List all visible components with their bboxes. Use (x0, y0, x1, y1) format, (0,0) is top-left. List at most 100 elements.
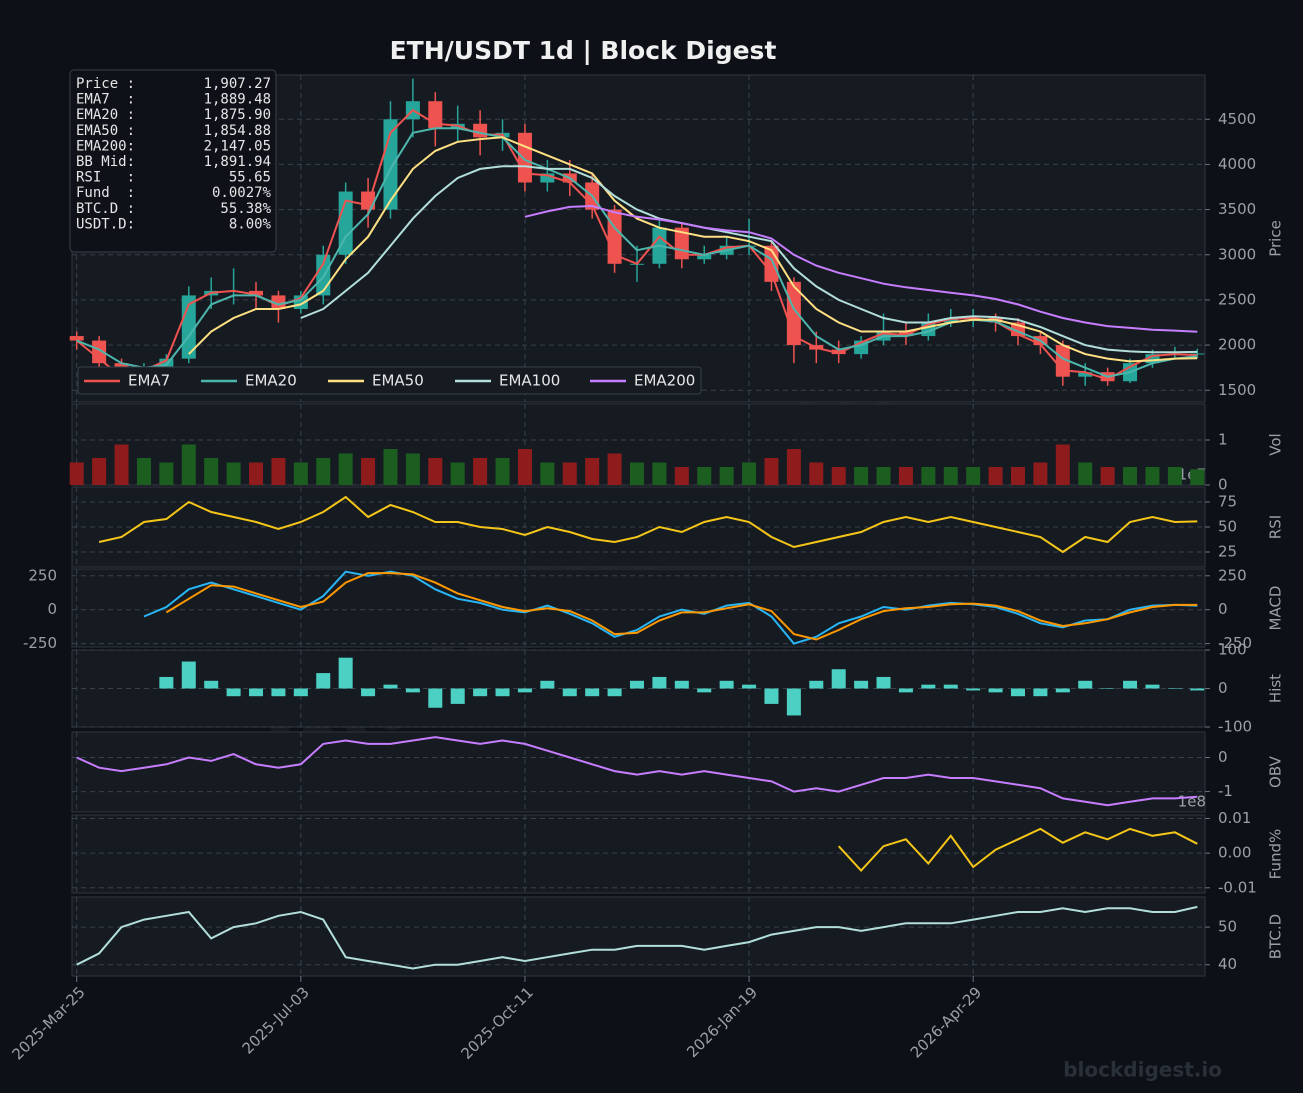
bar (1100, 467, 1115, 485)
bar (988, 467, 1003, 485)
bar (204, 680, 219, 689)
axis-offset: 1e8 (1178, 793, 1206, 811)
info-label: Fund : (76, 185, 135, 201)
bar (674, 680, 689, 689)
y-axis-label: RSI (1267, 515, 1285, 539)
series-line (98, 495, 1198, 554)
bar (450, 688, 465, 704)
bar (697, 688, 712, 693)
series-line (165, 572, 1198, 641)
bar (764, 458, 779, 485)
series-line (300, 165, 1198, 354)
y-tick-label: 4000 (1218, 155, 1256, 173)
y-tick-label: 4500 (1218, 110, 1256, 128)
bar (316, 673, 331, 689)
chart-title: ETH/USDT 1d | Block Digest (390, 36, 777, 65)
bar (966, 467, 981, 485)
bar (204, 458, 219, 485)
bar (271, 458, 286, 485)
series-line (143, 570, 1198, 645)
series-line (837, 827, 1198, 872)
bar (517, 449, 532, 485)
legend-box (77, 366, 702, 395)
bar (1033, 688, 1048, 697)
legend-label: EMA100 (499, 372, 560, 390)
bar (383, 449, 398, 485)
bar (966, 688, 981, 691)
bar (114, 444, 129, 485)
y-tick-label: 0 (1218, 748, 1228, 766)
candle-body (69, 336, 84, 341)
bar (1078, 680, 1093, 689)
bar (831, 467, 846, 485)
bar (405, 453, 420, 485)
legend-label: EMA200 (634, 372, 695, 390)
y-axis-label: OBV (1267, 755, 1285, 788)
bar (1145, 684, 1160, 689)
series-line (76, 905, 1198, 970)
bar (1167, 688, 1182, 689)
bar (361, 688, 376, 697)
y-tick-label: 3000 (1218, 245, 1256, 263)
bar (226, 688, 241, 697)
y-tick-label: -1 (1218, 782, 1233, 800)
bar (159, 676, 174, 689)
y-tick-label: 3500 (1218, 200, 1256, 218)
candle-body (697, 254, 712, 260)
bar (338, 453, 353, 485)
bar (831, 669, 846, 689)
bar (181, 661, 196, 689)
y-axis-label: Vol (1267, 433, 1285, 455)
candle-body (540, 173, 555, 183)
series-line (188, 136, 1198, 363)
legend-label: EMA7 (128, 372, 170, 390)
y-axis-label: MACD (1267, 586, 1285, 631)
bar (1123, 680, 1138, 689)
info-label: USDT.D: (76, 216, 135, 232)
y-tick-label-left: -250 (23, 634, 57, 652)
bar (540, 462, 555, 485)
candle-body (338, 191, 353, 255)
bar (719, 680, 734, 689)
bar (562, 462, 577, 485)
y-tick-label: 75 (1218, 493, 1237, 511)
y-tick-label: 0 (1218, 600, 1228, 618)
bar (764, 688, 779, 704)
info-label: Price : (76, 76, 135, 92)
panel (71, 896, 1206, 977)
bar (674, 467, 689, 485)
bar (854, 680, 869, 689)
info-label: EMA200: (76, 138, 135, 154)
y-tick-label: 2000 (1218, 336, 1256, 354)
bar (181, 444, 196, 485)
bar (271, 688, 286, 697)
y-axis-label: Hist (1267, 674, 1285, 703)
bar (921, 467, 936, 485)
bar (786, 449, 801, 485)
bar (540, 680, 555, 689)
y-tick-label: 0.01 (1218, 809, 1251, 827)
candle-body (943, 317, 958, 323)
bar (652, 462, 667, 485)
panel (71, 486, 1206, 568)
bar (1123, 467, 1138, 485)
candle-body (1145, 354, 1160, 364)
y-tick-label-left: 250 (28, 566, 57, 584)
bar (943, 684, 958, 689)
y-tick-label: -100 (1218, 718, 1252, 736)
bar (1055, 444, 1070, 485)
panel (71, 814, 1206, 894)
bar (428, 688, 443, 708)
y-tick-label: 0 (1218, 476, 1228, 494)
bar (159, 462, 174, 485)
candle-body (249, 290, 264, 296)
bar (249, 462, 264, 485)
info-label: EMA20 : (76, 107, 135, 123)
bar (630, 462, 644, 485)
bar (428, 458, 443, 485)
bar (562, 688, 577, 697)
candle-body (159, 358, 174, 368)
bar (607, 453, 622, 485)
candle-body (361, 191, 376, 210)
